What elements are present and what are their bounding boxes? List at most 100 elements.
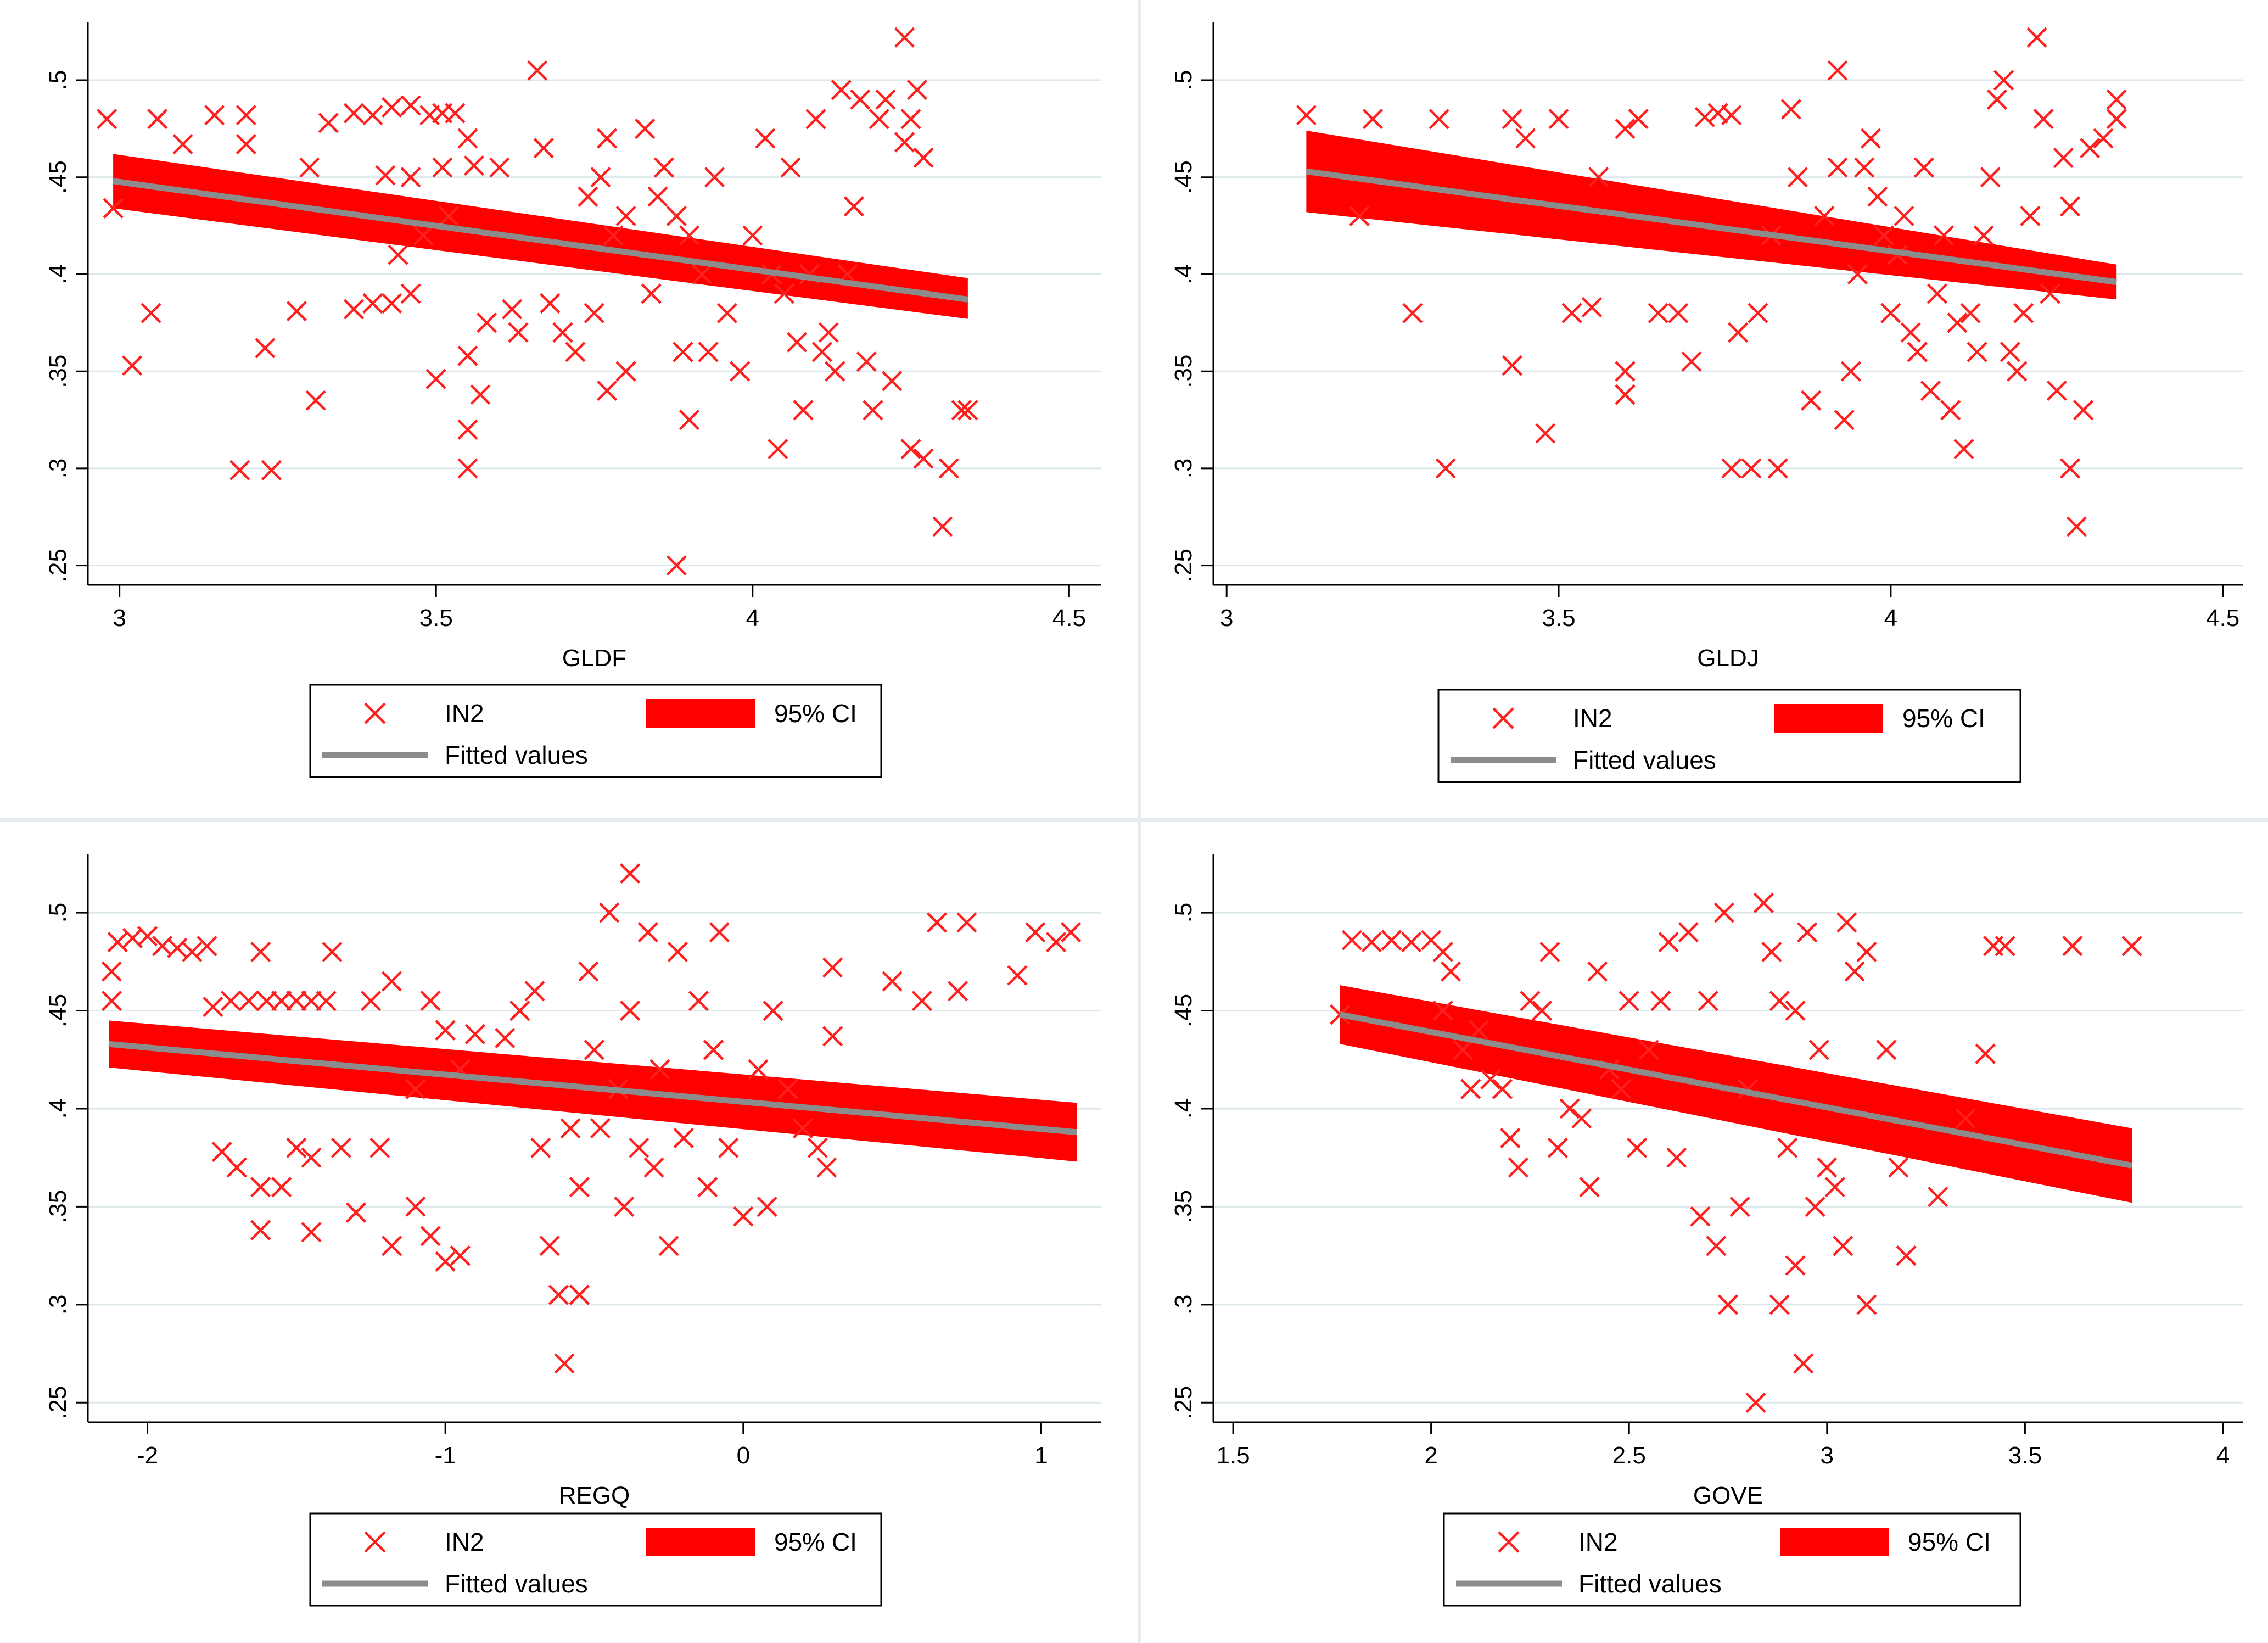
- data-point: [137, 926, 158, 947]
- data-point: [805, 109, 826, 130]
- x-tick-label: 2: [1424, 1442, 1437, 1469]
- data-point: [1920, 380, 1941, 401]
- data-point: [530, 1137, 551, 1158]
- data-point: [2040, 283, 2060, 304]
- data-point: [1627, 1137, 1648, 1158]
- data-point: [768, 438, 788, 460]
- data-point: [1492, 1078, 1513, 1099]
- data-point: [894, 27, 915, 48]
- data-point: [97, 109, 117, 130]
- data-point: [698, 342, 719, 362]
- data-point: [1502, 355, 1522, 376]
- legend-marker-symbol: [1492, 707, 1514, 729]
- x-axis-title: GLDF: [562, 645, 626, 672]
- data-point: [1880, 303, 1901, 323]
- x-tick-label: 4: [2216, 1442, 2230, 1469]
- data-point: [425, 368, 446, 389]
- legend-line-label: Fitted values: [1573, 746, 1716, 774]
- legend: IN2 95% CI Fitted values: [1437, 689, 2021, 783]
- data-point: [1611, 1078, 1632, 1099]
- data-point: [1840, 361, 1861, 382]
- data-point: [850, 89, 871, 110]
- data-point: [457, 128, 478, 149]
- data-point: [236, 134, 256, 155]
- y-tick-label: .3: [1170, 1295, 1197, 1315]
- x-tick-label: 1.5: [1216, 1442, 1250, 1469]
- data-point: [343, 103, 364, 124]
- data-point: [1468, 1020, 1489, 1041]
- data-point: [1668, 303, 1689, 323]
- data-point: [653, 157, 674, 178]
- data-point: [286, 1137, 307, 1158]
- data-point: [1698, 991, 1719, 1011]
- data-point: [1706, 1236, 1727, 1256]
- data-point: [1844, 961, 1865, 982]
- data-point: [457, 345, 478, 366]
- data-point: [1729, 1196, 1750, 1217]
- data-point: [1721, 458, 1742, 479]
- data-point: [1913, 157, 1934, 178]
- data-point: [1769, 991, 1790, 1011]
- data-point: [875, 89, 896, 110]
- data-point: [457, 419, 478, 440]
- data-point: [584, 303, 605, 323]
- data-point: [502, 299, 523, 320]
- data-point: [704, 167, 725, 188]
- data-point: [1539, 941, 1560, 963]
- legend: IN2 95% CI Fitted values: [309, 1512, 882, 1607]
- data-point: [167, 937, 188, 958]
- data-point: [825, 361, 845, 382]
- y-tick-label: .4: [1170, 264, 1197, 284]
- data-point: [629, 1137, 649, 1158]
- y-tick-label: .4: [1170, 1099, 1197, 1119]
- data-point: [1741, 458, 1762, 479]
- data-point: [381, 971, 402, 992]
- data-point: [318, 113, 339, 133]
- chart-panel-4: .25 .3 .35 .4 .45 .5 1.5 2 2.5 3 3.5 4 GOVE IN2 95% CI…: [1170, 854, 2243, 1607]
- data-point: [1814, 205, 1835, 227]
- data-point: [255, 338, 276, 359]
- y-tick-label: .35: [1170, 355, 1197, 388]
- data-point: [1745, 1392, 1766, 1413]
- x-tick-label: 3: [1220, 605, 1233, 632]
- data-point: [457, 458, 478, 479]
- data-point: [1432, 941, 1453, 963]
- data-point: [757, 1196, 777, 1217]
- data-point: [900, 438, 921, 460]
- data-point: [101, 961, 122, 982]
- x-axis-title: GLDJ: [1697, 645, 1759, 672]
- data-point: [1753, 892, 1774, 913]
- data-point: [1531, 1000, 1553, 1021]
- data-point: [322, 941, 343, 963]
- data-point: [1777, 1137, 1798, 1158]
- data-point: [1401, 932, 1422, 953]
- data-point: [1717, 1294, 1739, 1315]
- legend-marker-label: IN2: [1573, 704, 1612, 733]
- data-point: [103, 198, 124, 219]
- legend-marker-label: IN2: [445, 1528, 484, 1556]
- data-point: [236, 105, 256, 126]
- data-point: [413, 225, 434, 246]
- y-tick-label: .35: [1170, 1190, 1197, 1223]
- data-point: [301, 991, 322, 1011]
- data-point: [649, 1059, 670, 1080]
- data-point: [2080, 138, 2101, 159]
- legend: IN2 95% CI Fitted values: [309, 684, 882, 778]
- data-point: [432, 157, 453, 178]
- data-point: [172, 134, 193, 155]
- data-point: [679, 225, 700, 246]
- data-point: [733, 1206, 754, 1227]
- data-point: [590, 1118, 611, 1139]
- data-point: [1833, 1236, 1853, 1256]
- data-point: [1947, 312, 1968, 333]
- y-tick-label: .3: [44, 1295, 71, 1315]
- data-point: [1834, 409, 1855, 431]
- data-point: [843, 196, 864, 217]
- data-point: [599, 902, 620, 923]
- data-point: [1993, 70, 2014, 91]
- data-point: [400, 167, 421, 188]
- y-tick-label: .3: [44, 459, 71, 479]
- data-point: [1894, 205, 1914, 227]
- data-point: [464, 1024, 486, 1044]
- data-point: [343, 299, 364, 320]
